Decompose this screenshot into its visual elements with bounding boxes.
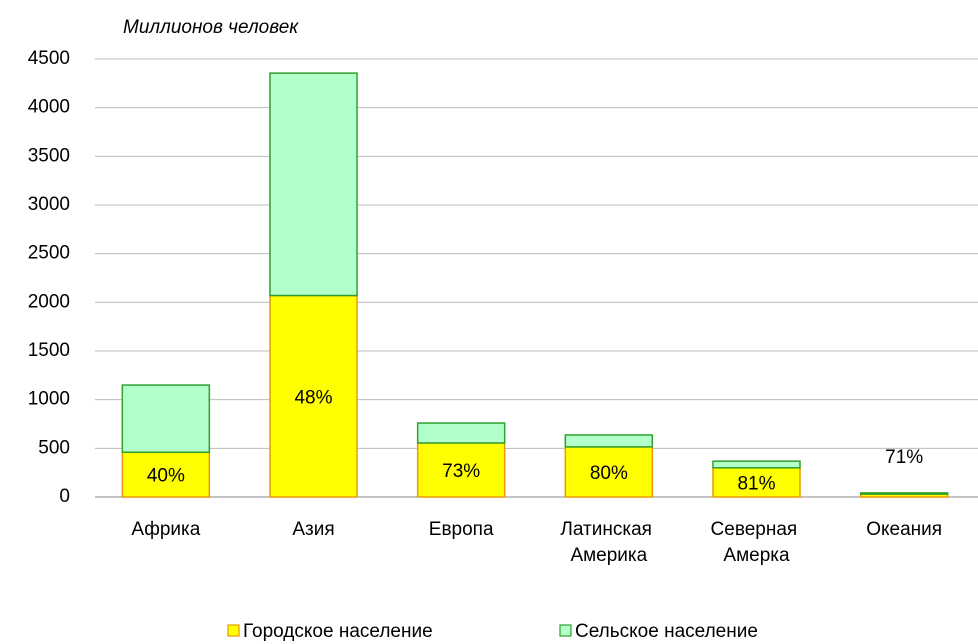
value-label: 71%	[885, 447, 923, 468]
bar-segment	[121, 384, 211, 453]
bar-segment	[564, 434, 654, 448]
x-tick-label: Океания	[866, 519, 942, 540]
bar-segment	[416, 442, 506, 498]
bar-segment	[712, 467, 801, 498]
bar-segment	[269, 294, 358, 498]
legend-swatch	[559, 624, 572, 637]
value-label: 48%	[294, 387, 332, 408]
y-tick-label: 3000	[28, 194, 70, 215]
bar-segment	[859, 492, 949, 495]
y-tick-label: 1500	[28, 340, 70, 361]
x-tick-label: Латинская Америка	[560, 519, 657, 566]
value-label: 81%	[737, 473, 775, 494]
x-tick-label: Европа	[429, 519, 494, 540]
x-tick-label: Северная Амерка	[711, 519, 803, 566]
y-tick-label: 0	[59, 486, 70, 507]
legend-label: Сельское население	[575, 621, 758, 642]
y-tick-label: 3500	[28, 145, 70, 166]
value-label: 73%	[442, 461, 480, 482]
bar-segment	[269, 72, 358, 297]
value-label: 40%	[147, 466, 185, 487]
value-label: 80%	[590, 463, 628, 484]
bar-segment	[416, 422, 506, 444]
axis-label: Миллионов человек	[123, 17, 299, 38]
y-tick-label: 500	[38, 437, 70, 458]
y-tick-label: 2500	[28, 243, 70, 264]
legend-label: Городское население	[243, 621, 433, 642]
bar-segment	[712, 460, 801, 469]
x-tick-label: Африка	[131, 519, 200, 540]
x-tick-label: Азия	[292, 519, 334, 540]
y-tick-label: 1000	[28, 389, 70, 410]
y-tick-label: 2000	[28, 291, 70, 312]
y-tick-label: 4000	[28, 97, 70, 118]
legend-swatch	[227, 624, 240, 637]
y-tick-label: 4500	[28, 48, 70, 69]
bar-segment	[564, 446, 654, 498]
